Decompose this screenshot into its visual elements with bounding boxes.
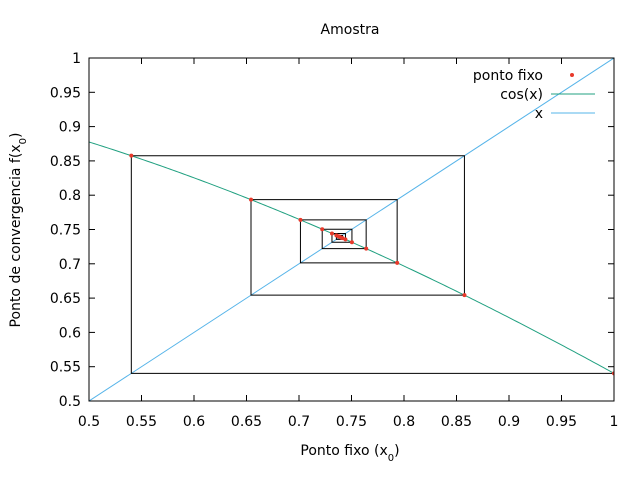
data-point [462,293,467,298]
x-tick-label: 0.95 [546,414,577,430]
y-tick-label: 0.5 [59,394,81,410]
y-tick-label: 0.75 [50,223,81,239]
x-tick-label: 0.85 [441,414,472,430]
y-axis-label: Ponto de convergencia f(x0) [8,133,29,328]
y-tick-label: 0.95 [50,85,81,101]
y-axis-label-main: Ponto de convergencia f(x [8,144,24,327]
axis-ticks: 0.5 0.55 0.6 0.65 0.7 0.75 0.8 0.85 0.9 0.95 1 0.5 0… [50,51,619,430]
y-tick-label: 0.8 [59,188,81,204]
y-tick-label: 0.9 [59,120,81,136]
y-tick-label: 0.65 [50,291,81,307]
x-tick-label: 1 [610,414,619,430]
data-point [349,240,354,245]
y-tick-label: 0.6 [59,325,81,341]
x-tick-label: 0.65 [231,414,262,430]
data-point [249,197,254,202]
plot-area [89,58,614,401]
x-tick-label: 0.75 [336,414,367,430]
legend: ponto fixo cos(x) x [473,68,595,122]
x-tick-label: 0.8 [393,414,415,430]
x-tick-label: 0.9 [498,414,520,430]
data-point [320,227,325,232]
legend-label: x [535,106,543,122]
y-axis-label-tail: ) [8,133,24,138]
x-tick-label: 0.5 [78,414,100,430]
y-axis-label-sub: 0 [18,138,29,144]
x-axis-label-tail: ) [394,443,399,459]
x-axis-label: Ponto fixo (x0) [300,443,399,464]
data-point [298,217,303,222]
chart-title: Amostra [321,22,380,38]
x-tick-label: 0.7 [288,414,310,430]
data-point [364,246,369,251]
series-line-cos [89,141,614,374]
data-point [329,231,334,236]
x-tick-label: 0.6 [183,414,205,430]
data-point [395,260,400,265]
x-axis-label-main: Ponto fixo (x [300,443,387,459]
x-axis-label-sub: 0 [388,453,394,464]
data-point [337,234,342,239]
legend-marker [570,73,574,77]
data-point [129,153,134,158]
y-tick-label: 0.85 [50,154,81,170]
y-tick-label: 0.55 [50,360,81,376]
legend-label: ponto fixo [473,68,543,84]
y-tick-label: 1 [72,51,81,67]
x-tick-label: 0.55 [126,414,157,430]
legend-label: cos(x) [500,87,543,103]
y-tick-label: 0.7 [59,257,81,273]
